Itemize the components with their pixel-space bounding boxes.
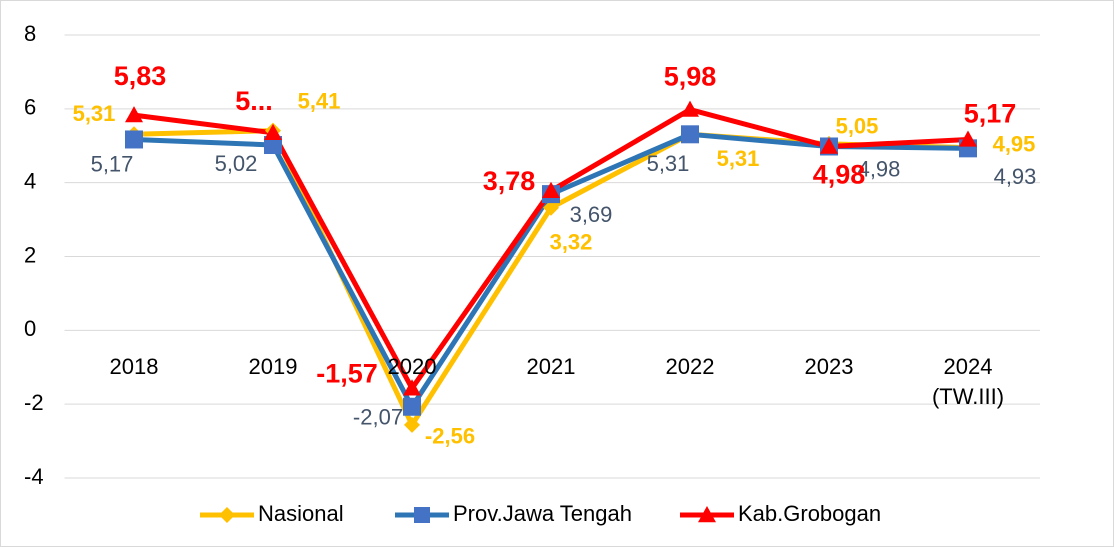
x-tick-label: 2020: [387, 354, 437, 380]
marker: [264, 123, 282, 141]
data-label: 3,69: [570, 202, 613, 227]
data-label: 5,31: [647, 151, 690, 176]
y-tick-label: 8: [24, 21, 36, 46]
data-label: -2,07: [353, 405, 403, 430]
data-label: 5,17: [91, 151, 134, 176]
y-tick-label: 6: [24, 95, 36, 120]
marker: [403, 379, 421, 396]
data-label: -1,57: [316, 358, 378, 388]
data-label: 5,31: [73, 101, 116, 126]
data-label: 4,98: [858, 156, 901, 181]
data-label: 4,93: [994, 164, 1037, 189]
y-tick-label: -2: [24, 390, 44, 415]
x-tick-label: 2022: [665, 354, 715, 380]
data-label: 3,32: [550, 230, 593, 255]
legend-marker: [219, 507, 235, 523]
x-tick-label: 2021: [526, 354, 576, 380]
marker: [264, 136, 282, 155]
marker: [403, 397, 421, 416]
data-label: 4,95: [993, 131, 1036, 156]
marker: [125, 130, 143, 149]
x-tick-label: 2024 (TW.III): [931, 354, 1005, 410]
legend-marker: [414, 507, 430, 523]
data-label: 5,83: [114, 61, 167, 91]
marker: [404, 416, 420, 433]
data-label: 4,98: [813, 160, 866, 190]
data-label: 5,98: [664, 62, 717, 92]
marker: [681, 100, 699, 117]
marker: [542, 181, 560, 198]
data-label: 5,31: [717, 146, 760, 171]
marker: [125, 106, 143, 123]
legend-label: Prov.Jawa Tengah: [453, 501, 632, 526]
y-tick-label: 0: [24, 316, 36, 341]
marker: [543, 199, 559, 216]
data-label: -2,56: [425, 424, 475, 449]
legend-label: Nasional: [258, 501, 344, 526]
legend-label: Kab.Grobogan: [738, 501, 881, 526]
legend-marker: [698, 506, 716, 523]
y-tick-label: 4: [24, 168, 36, 193]
data-label: 5,41: [298, 88, 341, 113]
data-label: 5,17: [964, 99, 1017, 129]
marker: [959, 130, 977, 147]
y-tick-label: -4: [24, 464, 44, 489]
marker: [820, 137, 838, 154]
x-tick-label: 2018: [109, 354, 159, 380]
x-tick-label: 2019: [248, 354, 298, 380]
data-label: 3,78: [483, 166, 536, 196]
data-label: 5,02: [215, 151, 258, 176]
data-label: 5,05: [836, 114, 879, 139]
data-label: 5...: [235, 86, 273, 116]
y-tick-label: 2: [24, 242, 36, 267]
x-tick-label: 2023: [804, 354, 854, 380]
marker: [681, 125, 699, 144]
